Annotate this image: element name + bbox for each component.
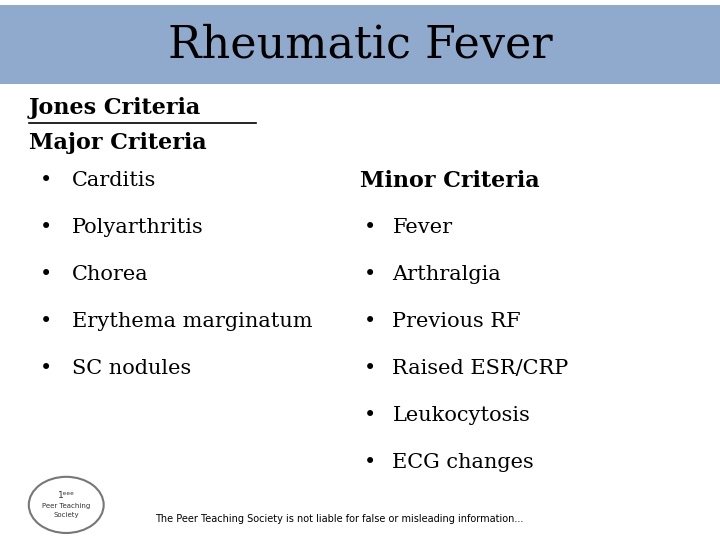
Text: •: •: [364, 453, 376, 472]
Text: Previous RF: Previous RF: [392, 312, 521, 332]
FancyBboxPatch shape: [0, 5, 720, 84]
Text: •: •: [364, 359, 376, 379]
Text: •: •: [40, 265, 52, 285]
Text: Minor Criteria: Minor Criteria: [360, 170, 539, 192]
Text: •: •: [364, 406, 376, 426]
Text: •: •: [364, 265, 376, 285]
Text: Polyarthritis: Polyarthritis: [72, 218, 204, 238]
Text: •: •: [40, 218, 52, 238]
Text: Carditis: Carditis: [72, 171, 156, 191]
Text: •: •: [364, 312, 376, 332]
Text: Jones Criteria: Jones Criteria: [29, 97, 201, 119]
Text: ECG changes: ECG changes: [392, 453, 534, 472]
Text: •: •: [40, 171, 52, 191]
Text: Major Criteria: Major Criteria: [29, 132, 207, 154]
Text: •: •: [364, 218, 376, 238]
Text: Raised ESR/CRP: Raised ESR/CRP: [392, 359, 569, 379]
Text: Erythema marginatum: Erythema marginatum: [72, 312, 312, 332]
Text: 1ᵉᵉᵉ: 1ᵉᵉᵉ: [58, 491, 75, 500]
Text: •: •: [40, 312, 52, 332]
Text: Arthralgia: Arthralgia: [392, 265, 501, 285]
Text: Rheumatic Fever: Rheumatic Fever: [168, 23, 552, 66]
Text: Fever: Fever: [392, 218, 453, 238]
Text: The Peer Teaching Society is not liable for false or misleading information...: The Peer Teaching Society is not liable …: [155, 515, 523, 524]
Text: Chorea: Chorea: [72, 265, 148, 285]
Text: Leukocytosis: Leukocytosis: [392, 406, 530, 426]
Text: •: •: [40, 359, 52, 379]
Text: SC nodules: SC nodules: [72, 359, 192, 379]
Text: Society: Society: [53, 511, 79, 518]
Text: Peer Teaching: Peer Teaching: [42, 503, 91, 509]
